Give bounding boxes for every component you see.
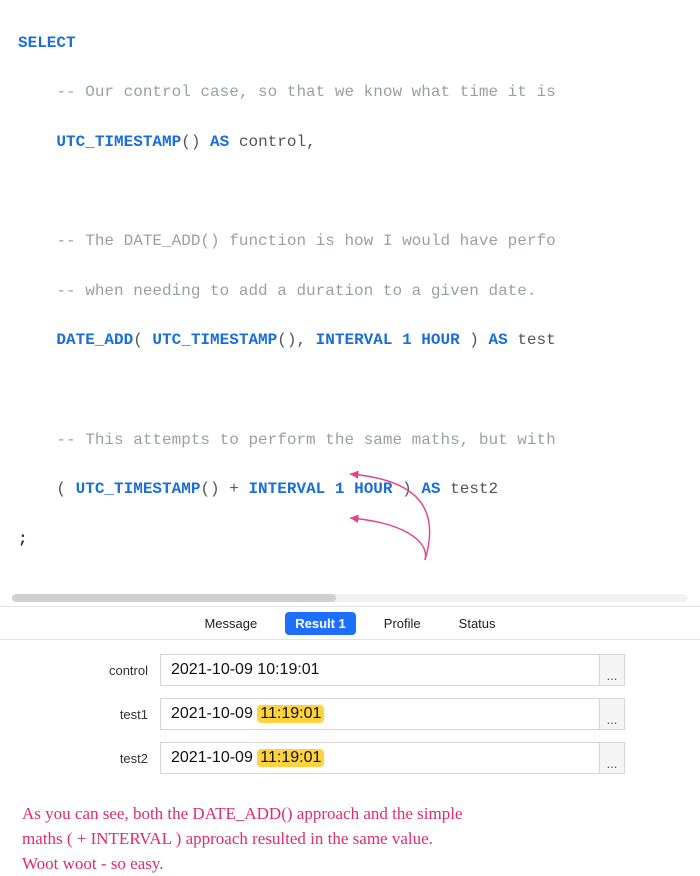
field-value-control[interactable]: 2021-10-09 10:19:01 bbox=[160, 654, 599, 686]
alias-test2: test2 bbox=[450, 480, 498, 498]
result-row: test2 2021-10-09 11:19:01 ... bbox=[20, 742, 680, 774]
keyword-hour: HOUR bbox=[421, 331, 459, 349]
scrollbar-thumb[interactable] bbox=[12, 594, 336, 602]
result-tabs: Message Result 1 Profile Status bbox=[0, 606, 700, 640]
tab-message[interactable]: Message bbox=[194, 612, 267, 635]
keyword-select: SELECT bbox=[18, 34, 76, 52]
keyword-as: AS bbox=[421, 480, 440, 498]
field-value-test1[interactable]: 2021-10-09 11:19:01 bbox=[160, 698, 599, 730]
expand-button[interactable]: ... bbox=[599, 742, 625, 774]
number-literal: 1 bbox=[402, 331, 412, 349]
tab-profile[interactable]: Profile bbox=[374, 612, 431, 635]
result-row: control 2021-10-09 10:19:01 ... bbox=[20, 654, 680, 686]
alias-test1: test bbox=[517, 331, 555, 349]
fn-utc-timestamp: UTC_TIMESTAMP bbox=[76, 480, 201, 498]
field-label-test1: test1 bbox=[20, 707, 160, 722]
fn-utc-timestamp: UTC_TIMESTAMP bbox=[56, 133, 181, 151]
field-label-test2: test2 bbox=[20, 751, 160, 766]
fn-utc-timestamp: UTC_TIMESTAMP bbox=[152, 331, 277, 349]
expand-button[interactable]: ... bbox=[599, 654, 625, 686]
comment-line: -- when needing to add a duration to a g… bbox=[56, 282, 536, 300]
annotation-line: maths ( + INTERVAL ) approach resulted i… bbox=[22, 827, 680, 852]
keyword-interval: INTERVAL bbox=[248, 480, 325, 498]
annotation-line: As you can see, both the DATE_ADD() appr… bbox=[22, 802, 680, 827]
tab-status[interactable]: Status bbox=[449, 612, 506, 635]
tab-result1[interactable]: Result 1 bbox=[285, 612, 356, 635]
expand-button[interactable]: ... bbox=[599, 698, 625, 730]
alias-control: control, bbox=[239, 133, 316, 151]
comment-line: -- This attempts to perform the same mat… bbox=[56, 431, 555, 449]
keyword-as: AS bbox=[489, 331, 508, 349]
keyword-interval: INTERVAL bbox=[316, 331, 393, 349]
sql-editor[interactable]: SELECT -- Our control case, so that we k… bbox=[0, 0, 700, 588]
handwritten-annotation: As you can see, both the DATE_ADD() appr… bbox=[0, 794, 700, 876]
horizontal-scrollbar[interactable] bbox=[12, 594, 688, 602]
field-label-control: control bbox=[20, 663, 160, 678]
semicolon: ; bbox=[18, 530, 28, 548]
field-value-test2[interactable]: 2021-10-09 11:19:01 bbox=[160, 742, 599, 774]
annotation-line: Woot woot - so easy. bbox=[22, 852, 680, 876]
comment-line: -- Our control case, so that we know wha… bbox=[56, 83, 555, 101]
fn-date-add: DATE_ADD bbox=[56, 331, 133, 349]
results-panel: control 2021-10-09 10:19:01 ... test1 20… bbox=[0, 640, 700, 794]
result-row: test1 2021-10-09 11:19:01 ... bbox=[20, 698, 680, 730]
keyword-as: AS bbox=[210, 133, 229, 151]
comment-line: -- The DATE_ADD() function is how I woul… bbox=[56, 232, 555, 250]
keyword-hour: HOUR bbox=[354, 480, 392, 498]
